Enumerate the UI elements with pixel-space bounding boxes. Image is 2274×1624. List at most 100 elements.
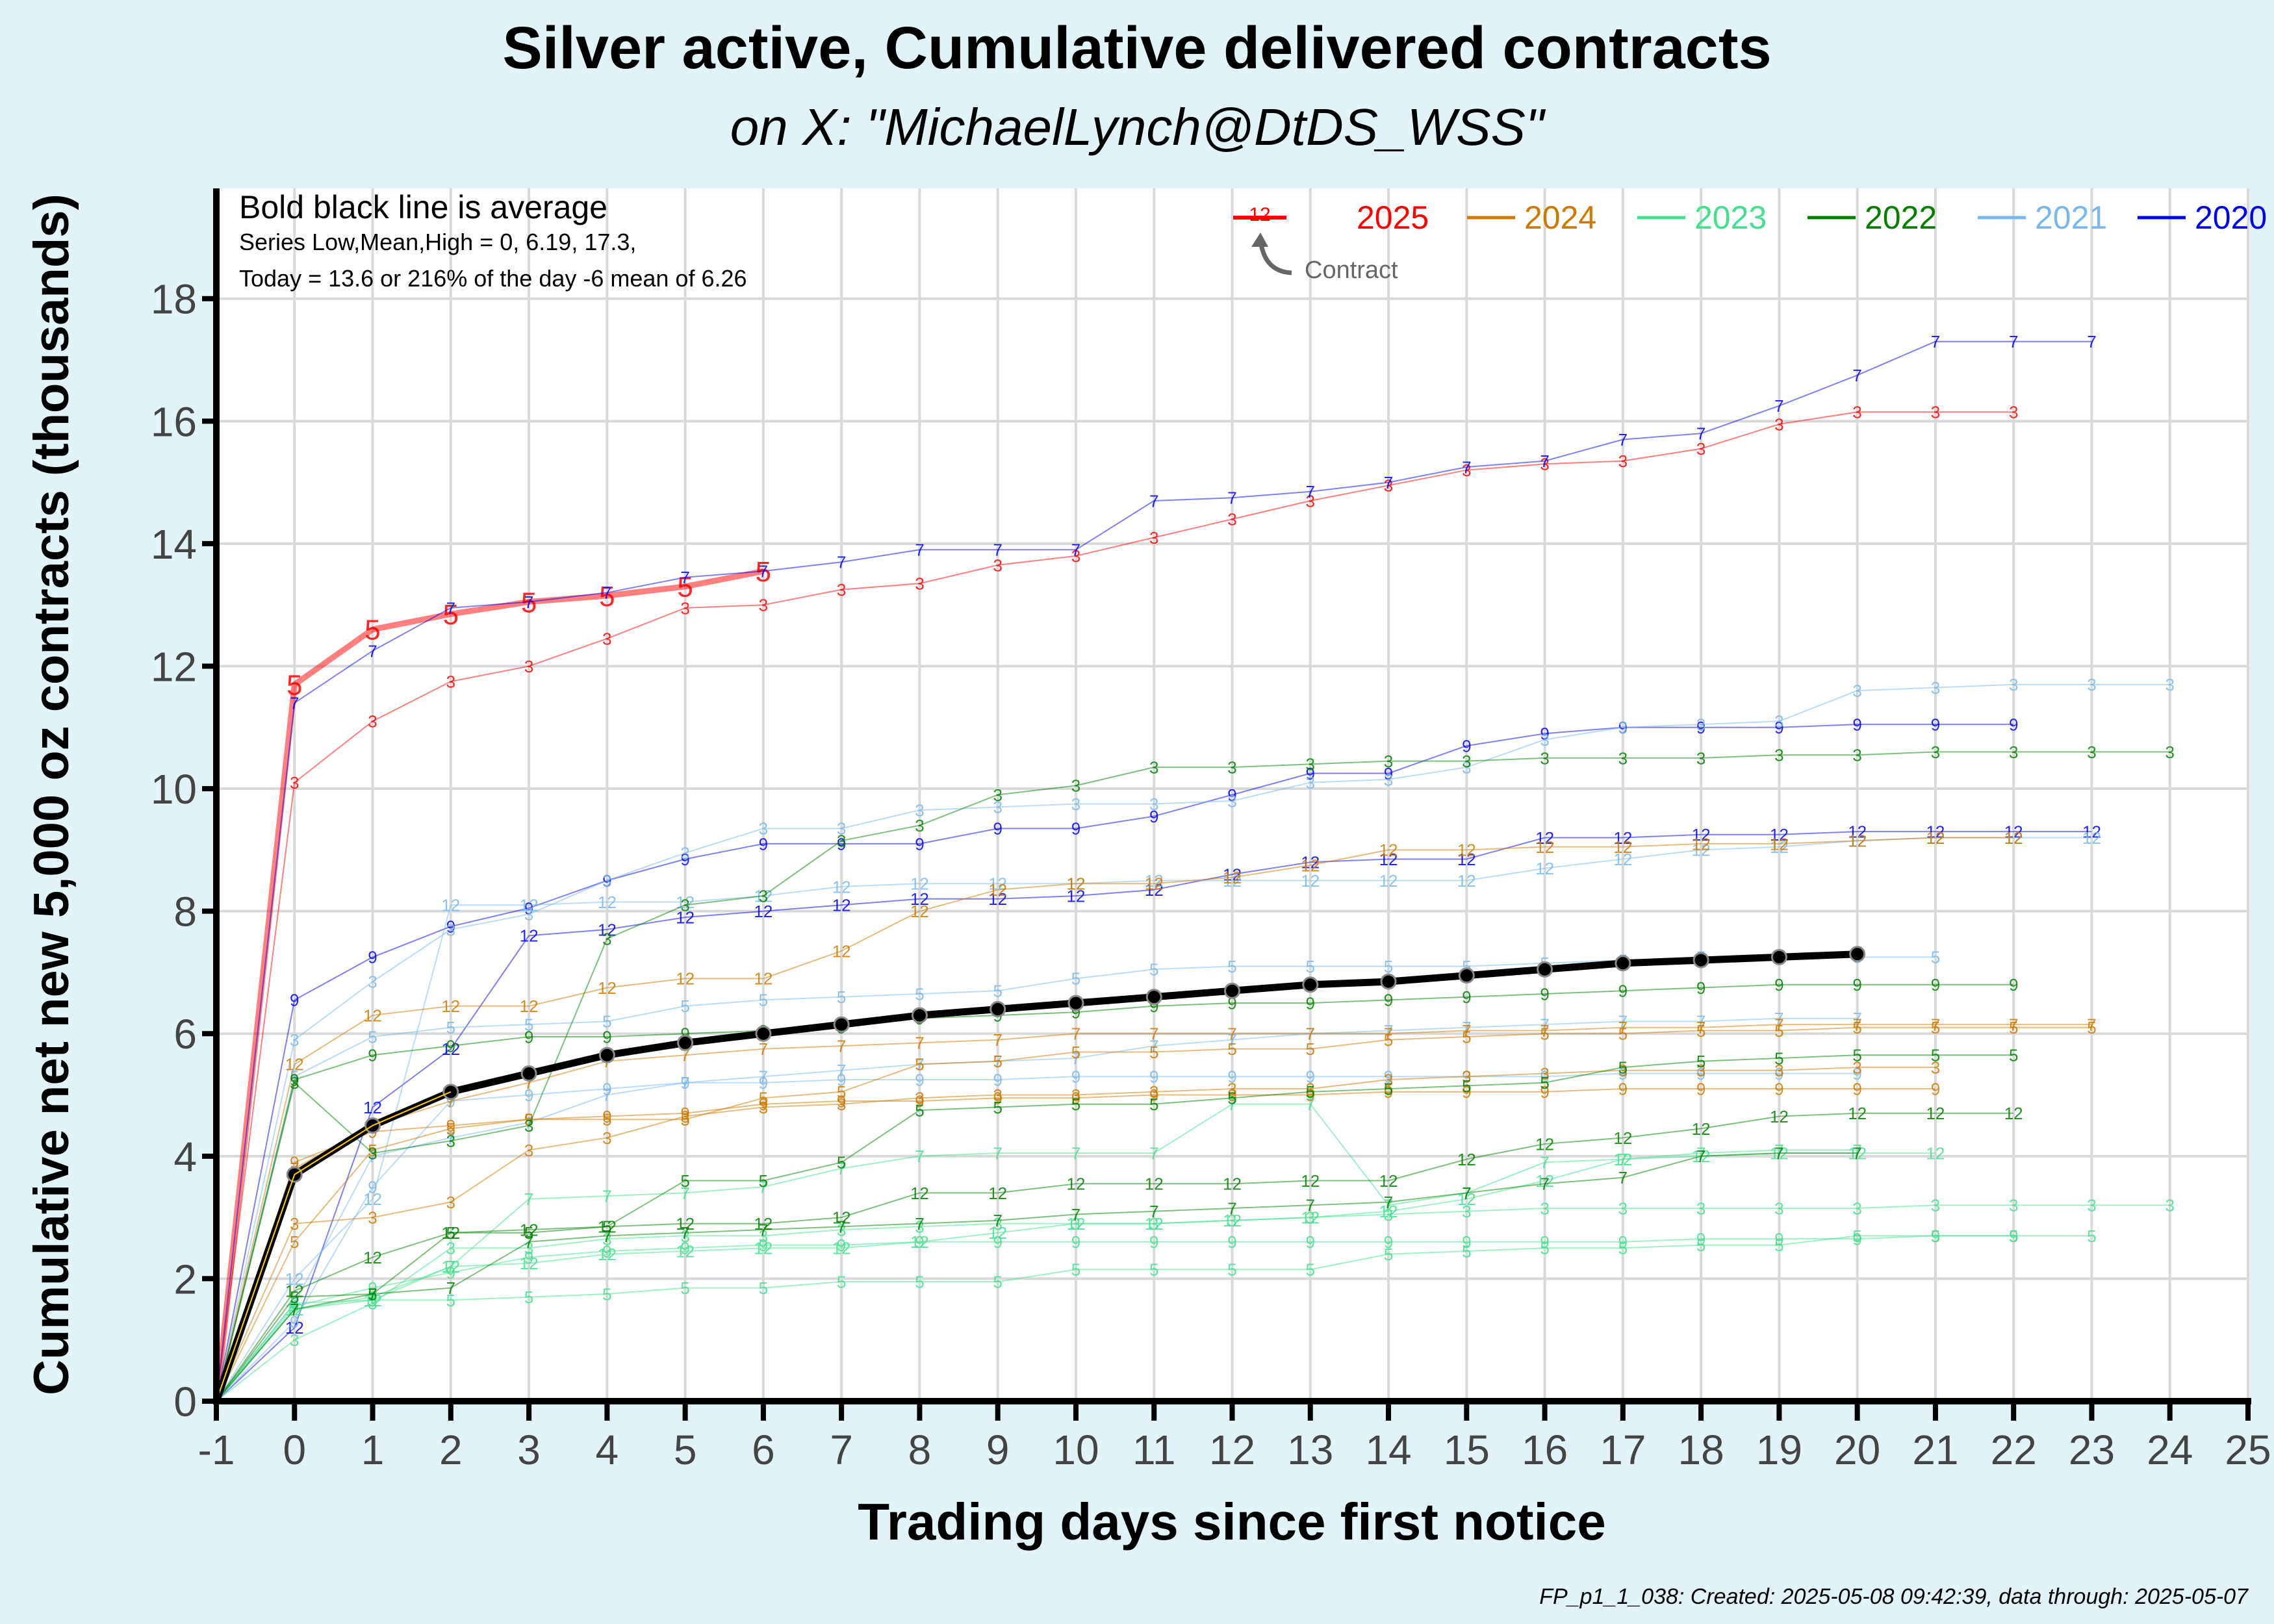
- series-point-label: 3: [1384, 476, 1393, 496]
- series-point-label: 3: [680, 843, 689, 863]
- series-point-label: 3: [837, 831, 846, 851]
- series-point-label: 12: [1926, 1104, 1945, 1123]
- series-point-label: 12: [1926, 1143, 1945, 1163]
- legend-label: 2024: [1524, 199, 1596, 236]
- series-point-label: 7: [1618, 430, 1628, 450]
- series-point-label: 7: [1774, 1143, 1783, 1163]
- series-point-label: 5: [368, 1027, 377, 1047]
- series-point-label: 9: [1931, 1079, 1940, 1098]
- series-point-label: 3: [1774, 746, 1783, 765]
- series-point-label: 3: [1149, 757, 1158, 777]
- series-point-label: 7: [1306, 1024, 1315, 1044]
- series-line: [216, 1112, 2014, 1402]
- series-point-label: 3: [1618, 748, 1628, 768]
- series-point-label: 3: [290, 773, 299, 793]
- x-tick-label: 9: [986, 1427, 1010, 1473]
- series-point-label: 7: [524, 592, 533, 612]
- series-point-label: 5: [1384, 1079, 1393, 1098]
- series-point-label: 5: [368, 1284, 377, 1304]
- series-point-label: 5: [1384, 957, 1393, 976]
- series-point-label: 3: [1540, 730, 1549, 750]
- series-point-label: 7: [602, 1186, 611, 1206]
- series-point-label: 5: [915, 1100, 924, 1120]
- series-point-label: 7: [1852, 1143, 1861, 1163]
- x-tick-label: 17: [1600, 1427, 1646, 1473]
- series-point-label: 12: [2004, 828, 2023, 848]
- series-point-label: 12: [910, 874, 929, 894]
- series-point-label: 5: [2009, 1046, 2018, 1065]
- series-point-label: 12: [1692, 1119, 1711, 1139]
- series-point-label: 3: [1696, 1199, 1706, 1218]
- series-point-label: 7: [993, 1211, 1002, 1230]
- series-point-label: 12: [988, 1184, 1007, 1203]
- series-point-label: 7: [1618, 1018, 1628, 1037]
- series-point-label: 9: [1462, 987, 1471, 1007]
- average-point: [520, 1065, 537, 1082]
- series-point-label: 7: [1071, 1143, 1080, 1163]
- series-point-label: 12: [520, 996, 539, 1016]
- series-point-label: 3: [1931, 1058, 1940, 1077]
- series-point-label: 3: [602, 1128, 611, 1148]
- series-point-label: 12: [1067, 1214, 1086, 1234]
- series-point-label: 7: [1618, 1012, 1628, 1032]
- y-axis-label: Cumulative net new 5,000 oz contracts (t…: [24, 194, 79, 1395]
- series-point-label: 12: [285, 1055, 304, 1074]
- series-point-label: 3: [680, 1107, 689, 1126]
- series-point-label: 3: [1306, 773, 1315, 793]
- series-point-label: 12: [1379, 1202, 1398, 1221]
- series-point-label: 12: [1145, 1214, 1164, 1234]
- series-point-label: 12: [1613, 828, 1632, 848]
- series-point-label: 9: [1774, 1079, 1783, 1098]
- series-point-label: 3: [1774, 712, 1783, 731]
- x-tick-label: 15: [1444, 1427, 1490, 1473]
- series-point-label: 7: [837, 1159, 846, 1178]
- average-point: [1302, 976, 1319, 993]
- series-point-label: 5: [602, 1012, 611, 1032]
- series-point-label: 7: [602, 583, 611, 603]
- series-point-label: 5: [290, 1288, 299, 1307]
- series-point-label: 3: [1852, 681, 1861, 701]
- series-point-label: 3: [1384, 770, 1393, 789]
- series-point-label: 9: [680, 1073, 689, 1093]
- series-point-label: 3: [1696, 439, 1706, 459]
- series-point-label: 3: [759, 596, 768, 615]
- series-point-label: 12: [1301, 1171, 1320, 1191]
- x-tick-label: -1: [198, 1427, 235, 1473]
- series-point-label: 3: [1149, 528, 1158, 548]
- series-point-label: 7: [1931, 1015, 1940, 1034]
- series-point-label: 9: [837, 1236, 846, 1255]
- series-point-label: 7: [759, 562, 768, 581]
- series-point-label: 3: [446, 1239, 455, 1258]
- legend-marker-label: 12: [1249, 204, 1270, 225]
- series-point-label: 9: [1774, 975, 1783, 995]
- series-point-label: 5: [1071, 1095, 1080, 1114]
- series-point-label: 7: [1696, 424, 1706, 444]
- series-2021-dec: 12 12 12 12 12 12 12 12 12 12 12 12 12 12 12 12 12 12 12 12…: [216, 828, 2101, 1402]
- series-point-label: 7: [1462, 1184, 1471, 1203]
- series-point-label: 12: [1770, 834, 1789, 854]
- series-point-label: 7: [1071, 1205, 1080, 1224]
- series-point-label: 12: [1223, 1174, 1242, 1194]
- series-point-label: 3: [1462, 752, 1471, 771]
- series-point-label: 9: [680, 1104, 689, 1123]
- series-point-label: 5: [1931, 1226, 1940, 1246]
- series-point-label: 3: [1618, 451, 1628, 471]
- series-point-label: 7: [1774, 396, 1783, 416]
- series-point-label: 7: [915, 540, 924, 560]
- y-tick-label: 8: [173, 889, 197, 935]
- series-point-label: 9: [915, 834, 924, 854]
- series-point-label: 7: [1149, 1202, 1158, 1221]
- series-point-label: 5: [993, 1272, 1002, 1291]
- series-point-label: 3: [602, 871, 611, 891]
- series-point-label: 7: [837, 553, 846, 572]
- series-point-label: 7: [1852, 366, 1861, 385]
- x-tick-label: 23: [2069, 1427, 2115, 1473]
- series-point-label: 9: [446, 1036, 455, 1056]
- legend-arrow-head: [1251, 233, 1268, 247]
- series-point-label: 12: [1535, 1134, 1554, 1154]
- series-point-label: 3: [1540, 455, 1549, 474]
- series-point-label: 9: [446, 1263, 455, 1282]
- series-point-label: 7: [1384, 473, 1393, 492]
- series-point-label: 9: [1384, 991, 1393, 1010]
